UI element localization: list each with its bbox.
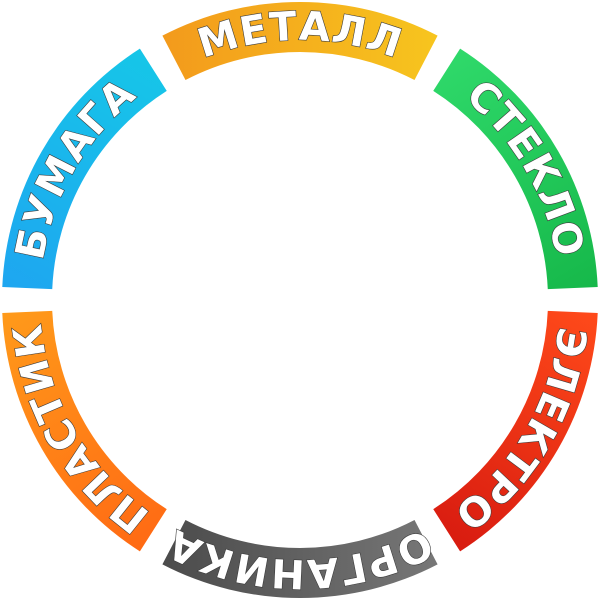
segment-metal-band	[162, 2, 438, 81]
segment-organic: ОРГАНИКА	[160, 519, 439, 598]
segment-plastic-band	[2, 310, 167, 552]
segment-plastic-label: ПЛАСТИК	[5, 321, 157, 542]
segment-plastic: ПЛАСТИК	[2, 310, 167, 552]
segment-paper-band	[2, 48, 167, 290]
segment-electro: ЭЛЕКТРО	[433, 310, 598, 552]
segment-glass: СТЕКЛО	[433, 48, 598, 290]
segment-paper-label: БУМАГА	[7, 70, 144, 264]
segment-organic-band	[162, 519, 438, 598]
segment-paper: БУМАГА	[2, 48, 167, 290]
segment-glass-label: СТЕКЛО	[457, 71, 592, 261]
segment-metal: МЕТАЛЛ	[162, 2, 438, 81]
segment-electro-label: ЭЛЕКТРО	[446, 324, 595, 539]
segment-glass-band	[433, 48, 598, 290]
segment-electro-band	[433, 310, 598, 552]
